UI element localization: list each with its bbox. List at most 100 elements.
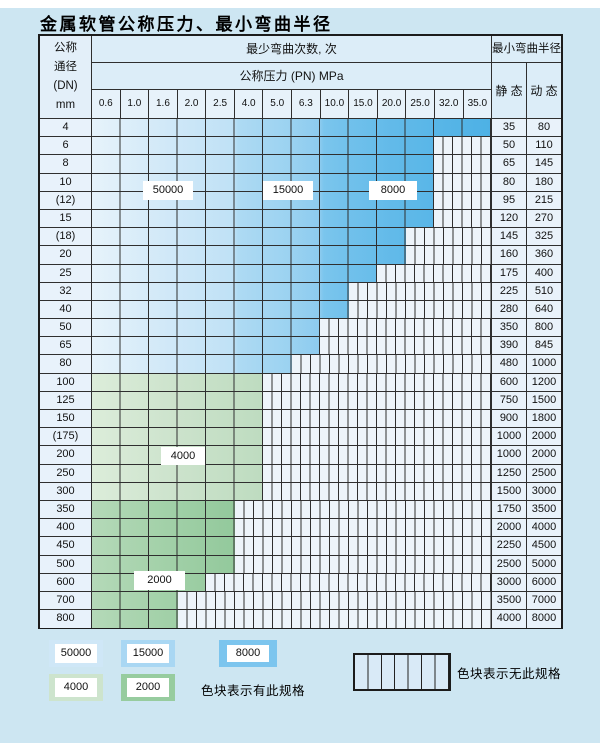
available-range (92, 428, 263, 446)
static-value: 350 (491, 319, 526, 337)
dn-cell: 800 (40, 610, 92, 629)
dn-cell: 150 (40, 410, 92, 428)
dn-cell: 200 (40, 446, 92, 464)
dn-cell: 100 (40, 373, 92, 391)
table-row: 350 1750 3500 (40, 500, 561, 520)
pn-header-cell: 2.0 (176, 90, 206, 118)
no-spec-range (434, 209, 491, 228)
table-row: (18) 145 325 (40, 228, 561, 247)
dn-cell: 50 (40, 319, 92, 337)
dn-header: 公称 通径 (DN) mm (40, 36, 92, 118)
pn-values-row: 0.6 1.0 1.6 2.0 2.5 4.0 5.0 6.3 10.0 15.0 20.0 25.0… (92, 90, 491, 118)
pn-header-cell: 1.0 (119, 90, 149, 118)
available-range (92, 155, 434, 173)
dynamic-value: 110 (526, 137, 561, 155)
dn-cell: 700 (40, 591, 92, 610)
legend-swatch-label: 8000 (227, 645, 269, 662)
table-row: 250 1250 2500 (40, 464, 561, 483)
dynamic-value: 3500 (526, 500, 561, 519)
dynamic-value: 3000 (526, 482, 561, 500)
dn-cell: 80 (40, 355, 92, 373)
available-range (92, 391, 263, 409)
pn-track (92, 355, 491, 373)
cycles-label: 50000 (143, 181, 193, 200)
table-row: 6 50 110 (40, 137, 561, 156)
legend-swatch-4000: 4000 (49, 674, 103, 701)
pn-track (92, 410, 491, 428)
pn-track (92, 519, 491, 537)
pn-track (92, 500, 491, 519)
no-spec-range (234, 519, 491, 537)
no-spec-range (263, 482, 491, 500)
static-value: 1750 (491, 500, 526, 519)
pn-track (92, 610, 491, 629)
table-row: (175) 1000 2000 (40, 428, 561, 447)
static-value: 600 (491, 373, 526, 391)
no-spec-range (234, 537, 491, 555)
available-range (92, 337, 320, 355)
pn-header-cell: 0.6 (98, 98, 113, 109)
dynamic-value: 640 (526, 300, 561, 319)
cycles-label: 4000 (161, 447, 205, 465)
available-range (92, 264, 377, 282)
available-range (92, 119, 491, 137)
no-spec-range (263, 464, 491, 482)
legend-note-no-spec: 色块表示无此规格 (457, 667, 562, 681)
dn-header-line: mm (55, 99, 76, 111)
static-value: 160 (491, 246, 526, 264)
pn-track (92, 228, 491, 246)
dn-cell: 500 (40, 555, 92, 573)
dn-cell: 250 (40, 464, 92, 482)
dn-header-line: 通径 (54, 61, 77, 73)
dynamic-value: 7000 (526, 591, 561, 610)
spec-table: 公称 通径 (DN) mm 最少弯曲次数, 次 公称压力 (PN) MPa 0.… (38, 34, 563, 629)
no-spec-range (405, 246, 491, 264)
no-spec-range (434, 137, 491, 155)
table-row: 32 225 510 (40, 282, 561, 301)
available-range (92, 500, 235, 519)
dn-cell: 15 (40, 209, 92, 228)
table-row: 300 1500 3000 (40, 482, 561, 501)
pn-track (92, 264, 491, 282)
dn-cell: (175) (40, 428, 92, 446)
cycles-label: 2000 (134, 571, 185, 590)
static-value: 3500 (491, 591, 526, 610)
pn-track (92, 391, 491, 409)
table-header: 公称 通径 (DN) mm 最少弯曲次数, 次 公称压力 (PN) MPa 0.… (40, 36, 561, 119)
dynamic-value: 2000 (526, 446, 561, 464)
pn-track (92, 555, 491, 573)
dynamic-value: 215 (526, 191, 561, 209)
dynamic-value: 80 (526, 119, 561, 137)
table-row: 150 900 1800 (40, 410, 561, 429)
pn-track (92, 428, 491, 446)
table-row: 20 160 360 (40, 246, 561, 265)
pn-track (92, 282, 491, 300)
pn-header-cell: 2.5 (205, 90, 234, 118)
no-spec-range (263, 428, 491, 446)
pn-header-cell: 4.0 (233, 90, 263, 118)
dn-cell: 450 (40, 537, 92, 555)
no-spec-range (320, 319, 491, 337)
legend-swatch-label: 50000 (55, 644, 97, 663)
dynamic-value: 5000 (526, 555, 561, 573)
legend-swatch-15000: 15000 (121, 640, 175, 667)
dynamic-value: 6000 (526, 573, 561, 591)
dynamic-value: 2000 (526, 428, 561, 446)
available-range (92, 537, 235, 555)
static-value: 35 (491, 119, 526, 137)
pn-header-cell: 1.6 (148, 90, 177, 118)
dn-cell: (12) (40, 191, 92, 209)
table-row: 600 3000 6000 (40, 573, 561, 592)
pn-track (92, 373, 491, 391)
pn-track (92, 119, 491, 137)
no-spec-range (206, 573, 491, 591)
pn-track (92, 482, 491, 500)
available-range (92, 246, 406, 264)
dn-cell: 350 (40, 500, 92, 519)
static-header: 静 态 (495, 84, 523, 98)
available-range (92, 464, 263, 482)
table-row: 800 4000 8000 (40, 610, 561, 629)
no-spec-range (405, 228, 491, 246)
available-range (92, 137, 434, 155)
dynamic-value: 4000 (526, 519, 561, 537)
